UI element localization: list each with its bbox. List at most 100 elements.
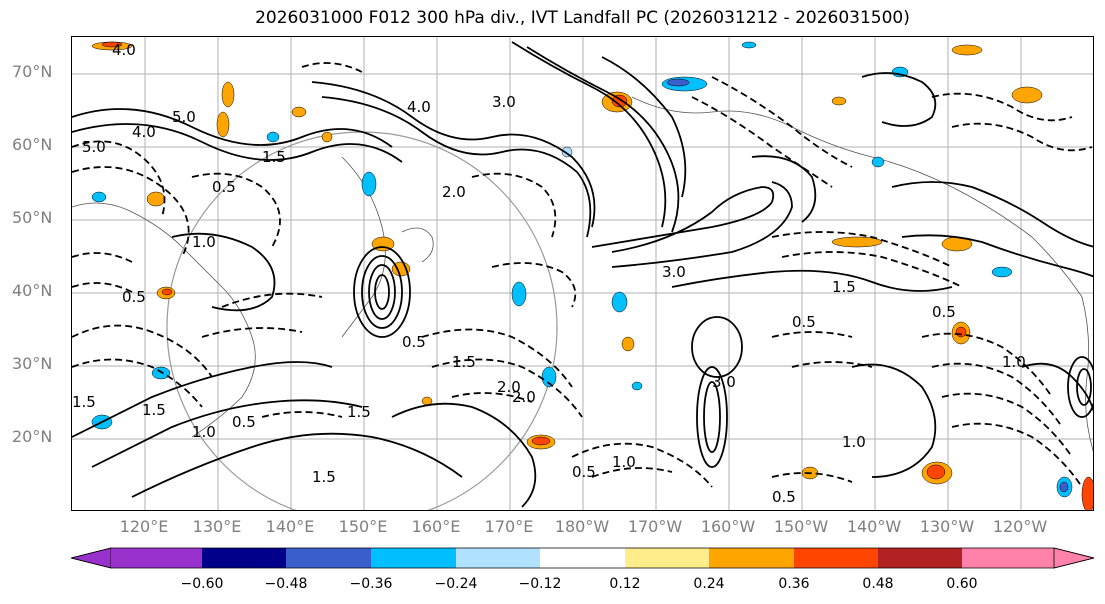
contour-label: 0.5 [402, 333, 426, 351]
colorbar-segment [962, 548, 1054, 568]
contour-label: 4.0 [132, 123, 156, 141]
colorbar [71, 547, 1095, 569]
colorbar-tick: 0.12 [609, 576, 641, 592]
lon-label-160w: 160°W [700, 517, 756, 536]
contour-label: 4.0 [407, 98, 431, 116]
colorbar-tick: −0.12 [518, 576, 562, 592]
divergence-fill-patch [741, 41, 757, 49]
contour-label: 1.0 [192, 423, 216, 441]
lon-label-150e: 150°E [338, 517, 388, 536]
contour-label: 1.5 [312, 468, 336, 486]
divergence-fill-patch [955, 326, 967, 338]
contour-label: 1.0 [192, 233, 216, 251]
contour-label: 3.0 [712, 373, 736, 391]
lat-label-40n: 40°N [12, 281, 53, 300]
contour-label: 3.0 [492, 93, 516, 111]
divergence-fill-patch [951, 44, 983, 56]
lon-label-130w: 130°W [919, 517, 975, 536]
contour-label: 5.0 [82, 138, 106, 156]
divergence-fill-patch [621, 336, 635, 352]
contour-label: 1.0 [612, 453, 636, 471]
colorbar-tick: −0.36 [349, 576, 393, 592]
divergence-fills [91, 41, 1093, 510]
lon-label-180w: 180°W [554, 517, 610, 536]
map-title: 2026031000 F012 300 hPa div., IVT Landfa… [255, 8, 910, 28]
divergence-fill-patch [1081, 476, 1093, 510]
contour-label: 1.5 [72, 393, 96, 411]
graticule [72, 37, 1093, 510]
colorbar-tick: 0.36 [778, 576, 810, 592]
contour-label: 2.0 [497, 378, 521, 396]
map-canvas: 4.0 5.0 3.0 4.0 5.0 4.0 1.5 0.5 1.0 3.0 … [72, 37, 1093, 510]
lon-label-150w: 150°W [773, 517, 829, 536]
divergence-fill-patch [91, 191, 107, 203]
colorbar-segment [709, 548, 794, 568]
contour-label: 3.0 [662, 263, 686, 281]
contour-label: 1.5 [142, 401, 166, 419]
contour-label: 2.0 [442, 183, 466, 201]
colorbar-tick: 0.60 [946, 576, 978, 592]
contour-label: 0.5 [122, 288, 146, 306]
colorbar-segment [540, 548, 625, 568]
colorbar-segment [625, 548, 709, 568]
colorbar-tick: −0.24 [434, 576, 478, 592]
contour-label: 0.5 [232, 413, 256, 431]
divergence-fill-patch [1059, 481, 1069, 493]
divergence-fill-patch [871, 156, 885, 168]
divergence-fill-patch [161, 288, 173, 296]
lon-label-170e: 170°E [484, 517, 534, 536]
divergence-fill-patch [831, 236, 883, 248]
divergence-fill-patch [216, 111, 230, 138]
divergence-fill-patch [511, 281, 527, 307]
lon-label-130e: 130°E [192, 517, 242, 536]
lon-label-140w: 140°W [846, 517, 902, 536]
lon-label-140e: 140°E [265, 517, 315, 536]
divergence-fill-patch [831, 96, 847, 106]
contour-label: 4.0 [112, 41, 136, 59]
divergence-fill-patch [631, 381, 643, 391]
colorbar-segment [878, 548, 962, 568]
divergence-fill-patch [666, 78, 690, 87]
divergence-fill-patch [291, 106, 307, 118]
contour-labels: 4.0 5.0 3.0 4.0 5.0 4.0 1.5 0.5 1.0 3.0 … [72, 41, 1026, 506]
contour-label: 2.0 [512, 388, 536, 406]
map-panel: 4.0 5.0 3.0 4.0 5.0 4.0 1.5 0.5 1.0 3.0 … [71, 36, 1094, 511]
lat-label-70n: 70°N [12, 62, 53, 81]
lat-label-20n: 20°N [12, 427, 53, 446]
divergence-fill-patch [926, 464, 946, 480]
colorbar-tick: −0.48 [264, 576, 308, 592]
contour-label: 0.5 [932, 303, 956, 321]
contour-label: 1.5 [262, 148, 286, 166]
divergence-fill-patch [221, 81, 235, 108]
colorbar-segment [111, 548, 202, 568]
divergence-fill-patch [151, 366, 171, 380]
divergence-fill-patch [531, 436, 551, 446]
contour-label: 0.5 [772, 488, 796, 506]
colorbar-tick: 0.48 [862, 576, 894, 592]
divergence-fill-patch [361, 171, 377, 197]
divergence-fill-patch [611, 94, 628, 108]
lon-label-120e: 120°E [119, 517, 169, 536]
lat-label-30n: 30°N [12, 354, 53, 373]
divergence-fill-patch [146, 191, 166, 207]
ivt-dashed-contours [72, 62, 1093, 488]
lon-label-120w: 120°W [992, 517, 1048, 536]
colorbar-extend-max [1053, 547, 1095, 569]
divergence-fill-patch [266, 131, 280, 143]
contour-label: 1.0 [1002, 353, 1026, 371]
divergence-fill-patch [991, 266, 1013, 278]
colorbar-segment [202, 548, 286, 568]
lon-label-160e: 160°E [411, 517, 461, 536]
lon-label-170w: 170°W [627, 517, 683, 536]
colorbar-extend-min [71, 547, 112, 569]
contour-label: 5.0 [172, 108, 196, 126]
contour-label: 0.5 [572, 463, 596, 481]
divergence-fill-patch [321, 131, 333, 143]
contour-label: 0.5 [212, 178, 236, 196]
colorbar-segment [456, 548, 540, 568]
colorbar-segment [371, 548, 456, 568]
divergence-fill-patch [101, 41, 123, 48]
divergence-fill-patch [1011, 86, 1043, 104]
divergence-fill-patch [541, 366, 557, 388]
contour-label: 1.5 [347, 403, 371, 421]
